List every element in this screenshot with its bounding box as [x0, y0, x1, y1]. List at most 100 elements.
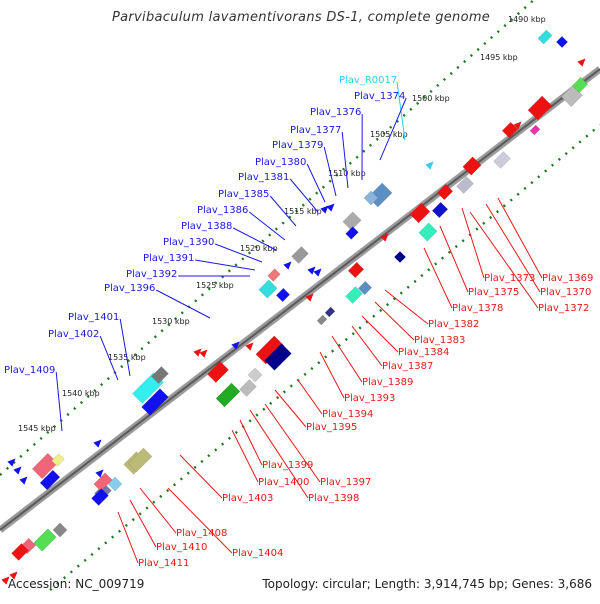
- bottom-leader-line: [118, 512, 138, 563]
- topology-summary: Topology: circular; Length: 3,914,745 bp…: [262, 577, 592, 591]
- top-gene-label: Plav_1409: [4, 365, 55, 376]
- bottom-gene-label: Plav_1373: [484, 273, 535, 284]
- top-gene-label: Plav_1385: [218, 189, 269, 200]
- top-leader-line: [56, 372, 62, 431]
- kbp-label: 1515 kbp: [284, 207, 322, 216]
- gene-block-lower: [530, 125, 540, 135]
- gene-block-lower: [419, 223, 437, 241]
- kbp-label: 1545 kbp: [18, 424, 56, 433]
- gene-block-upper: [556, 36, 567, 47]
- gene-block-upper: [259, 280, 277, 298]
- top-gene-label: Plav_1402: [48, 329, 99, 340]
- top-gene-label: Plav_R0017: [339, 75, 397, 86]
- bottom-leader-line: [140, 488, 176, 533]
- bottom-leader-line: [320, 352, 344, 398]
- gene-block-upper: [268, 269, 281, 282]
- accession-text: Accession: NC_009719: [8, 577, 144, 591]
- bottom-gene-label: Plav_1400: [258, 477, 309, 488]
- bottom-gene-label: Plav_1389: [362, 377, 413, 388]
- bottom-leader-line: [424, 248, 452, 308]
- top-gene-label: Plav_1380: [255, 157, 306, 168]
- bottom-gene-label: Plav_1410: [156, 542, 207, 553]
- top-gene-label: Plav_1396: [104, 283, 155, 294]
- top-gene-label: Plav_1374: [354, 91, 405, 102]
- gene-block-lower: [494, 152, 511, 169]
- bottom-gene-label: Plav_1370: [540, 287, 591, 298]
- top-gene-label: Plav_1401: [68, 312, 119, 323]
- gene-block-lower: [325, 307, 335, 317]
- top-gene-label: Plav_1391: [143, 253, 194, 264]
- bottom-gene-label: Plav_1411: [138, 558, 189, 569]
- gene-arrow-upper: [93, 439, 101, 447]
- bottom-gene-label: Plav_1397: [320, 477, 371, 488]
- kbp-label: 1495 kbp: [480, 53, 518, 62]
- bottom-leader-line: [332, 336, 362, 382]
- gene-block-lower: [394, 251, 405, 262]
- kbp-label: 1530 kbp: [152, 317, 190, 326]
- kbp-label: 1540 kbp: [62, 389, 100, 398]
- map-title: Parvibaculum lavamentivorans DS-1, compl…: [112, 10, 492, 25]
- bottom-gene-label: Plav_1398: [308, 493, 359, 504]
- kbp-label: 1525 kbp: [196, 281, 234, 290]
- top-gene-label: Plav_1388: [181, 221, 232, 232]
- bottom-leader-line: [462, 208, 484, 278]
- gene-arrow-upper: [313, 268, 321, 276]
- gene-arrow-upper: [307, 266, 315, 274]
- gene-block-upper: [346, 227, 359, 240]
- bottom-gene-label: Plav_1378: [452, 303, 503, 314]
- bottom-leader-line: [232, 430, 258, 482]
- gene-block-lower: [34, 529, 57, 552]
- top-gene-label: Plav_1390: [163, 237, 214, 248]
- bottom-gene-label: Plav_1383: [414, 335, 465, 346]
- bottom-gene-label: Plav_1372: [538, 303, 589, 314]
- bottom-gene-label: Plav_1369: [542, 273, 593, 284]
- bottom-leader-line: [298, 380, 322, 414]
- top-leader-line: [195, 260, 255, 270]
- gene-block-lower: [53, 523, 67, 537]
- top-gene-label: Plav_1392: [126, 269, 177, 280]
- bottom-gene-label: Plav_1375: [468, 287, 519, 298]
- bottom-gene-label: Plav_1387: [382, 361, 433, 372]
- gene-block-lower: [432, 202, 448, 218]
- bottom-leader-line: [275, 390, 306, 427]
- gene-arrow-upper: [326, 203, 334, 211]
- top-leader-line: [249, 212, 285, 240]
- rna-arrow: [425, 161, 433, 169]
- top-gene-label: Plav_1381: [238, 172, 289, 183]
- bottom-leader-line: [240, 420, 262, 465]
- bottom-leader-line: [498, 198, 542, 278]
- top-leader-line: [342, 132, 348, 188]
- gene-block-upper: [538, 30, 552, 44]
- gene-block-lower: [317, 315, 327, 325]
- kbp-label: 1505 kbp: [370, 130, 408, 139]
- upper-tick-dots: [0, 0, 545, 475]
- kbp-label: 1490 kbp: [508, 15, 546, 24]
- bottom-gene-label: Plav_1382: [428, 319, 479, 330]
- bottom-gene-label: Plav_1384: [398, 347, 449, 358]
- kbp-label: 1500 kbp: [412, 94, 450, 103]
- gene-block-lower: [528, 96, 552, 120]
- gene-arrow-upper: [283, 261, 291, 269]
- bottom-gene-label: Plav_1393: [344, 393, 395, 404]
- top-leader-line: [380, 98, 406, 160]
- gene-block-lower: [216, 383, 240, 407]
- gene-block-upper: [276, 288, 289, 301]
- bottom-leader-line: [440, 226, 468, 292]
- gene-block-lower: [240, 380, 257, 397]
- top-gene-label: Plav_1377: [290, 125, 341, 136]
- gene-arrow-lower: [577, 58, 585, 66]
- bottom-leader-line: [385, 290, 428, 324]
- bottom-gene-label: Plav_1395: [306, 422, 357, 433]
- bottom-leader-line: [130, 500, 156, 547]
- bottom-gene-label: Plav_1403: [222, 493, 273, 504]
- bottom-gene-label: Plav_1394: [322, 409, 373, 420]
- bottom-gene-label: Plav_1408: [176, 528, 227, 539]
- gene-block-upper: [292, 247, 309, 264]
- top-gene-label: Plav_1386: [197, 205, 248, 216]
- gene-arrow-upper: [13, 466, 21, 474]
- top-gene-label: Plav_1379: [272, 140, 323, 151]
- top-leader-line: [307, 164, 325, 202]
- gene-arrow-upper: [19, 476, 27, 484]
